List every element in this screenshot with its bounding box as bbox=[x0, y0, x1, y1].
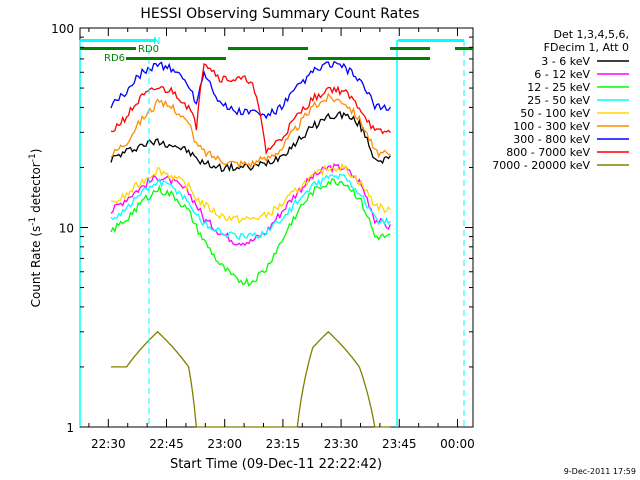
legend-label-1: 6 - 12 keV bbox=[534, 68, 590, 81]
y-axis-label-mid: detector bbox=[29, 162, 43, 217]
x-tick-label-5: 23:45 bbox=[382, 437, 417, 451]
flag-bar-n-2 bbox=[398, 39, 464, 42]
legend-label-6: 300 - 800 keV bbox=[513, 133, 590, 146]
flag-label-n: N bbox=[153, 36, 160, 47]
series-line-3 bbox=[110, 173, 391, 241]
flag-bar-n-1 bbox=[80, 39, 156, 42]
legend-label-2: 12 - 25 keV bbox=[527, 81, 590, 94]
y-tick-label-2: 100 bbox=[51, 22, 74, 36]
legend-label-8: 7000 - 20000 keV bbox=[492, 159, 590, 172]
series-line-8 bbox=[111, 330, 391, 428]
legend-header-1: Det 1,3,4,5,6, bbox=[553, 28, 629, 41]
series-line-7 bbox=[110, 63, 391, 156]
x-tick-label-2: 23:00 bbox=[207, 437, 242, 451]
plot-frame bbox=[79, 27, 474, 428]
legend: Det 1,3,4,5,6, FDecim 1, Att 0 3 - 6 keV… bbox=[492, 28, 629, 172]
axes-layer: 22:30 22:45 23:00 23:15 23:30 23:45 00:00 1 10 10… bbox=[51, 22, 475, 451]
y-axis-label-main: Count Rate (s bbox=[29, 226, 43, 308]
y-axis-label: Count Rate (s-1 detector-1) bbox=[28, 149, 43, 308]
x-tick-label-4: 23:30 bbox=[324, 437, 359, 451]
y-tick-label-1: 10 bbox=[59, 222, 74, 236]
x-tick-label-0: 22:30 bbox=[91, 437, 126, 451]
series-line-5 bbox=[110, 92, 391, 169]
legend-label-4: 50 - 100 keV bbox=[520, 107, 590, 120]
flag-label-rd0: RD0 bbox=[138, 44, 159, 55]
flag-bar-rd0-4 bbox=[455, 47, 473, 50]
y-axis-label-sup1: -1 bbox=[28, 217, 38, 226]
x-tick-label-3: 23:15 bbox=[266, 437, 301, 451]
x-tick-label-1: 22:45 bbox=[149, 437, 184, 451]
series-line-6 bbox=[110, 60, 391, 120]
chart-title: HESSI Observing Summary Count Rates bbox=[140, 6, 419, 22]
legend-label-3: 25 - 50 keV bbox=[527, 94, 590, 107]
timestamp: 9-Dec-2011 17:59 bbox=[564, 467, 636, 476]
flag-bar-rd6-1 bbox=[126, 57, 226, 60]
flag-bar-rd0-3 bbox=[390, 47, 430, 50]
flag-bar-rd6-2 bbox=[308, 57, 430, 60]
flag-label-rd6: RD6 bbox=[104, 53, 125, 64]
trace-layer bbox=[110, 60, 391, 428]
legend-label-5: 100 - 300 keV bbox=[513, 120, 590, 133]
series-line-4 bbox=[110, 162, 391, 224]
legend-header-2: FDecim 1, Att 0 bbox=[544, 41, 629, 54]
y-axis-label-sup2: -1 bbox=[28, 153, 38, 162]
y-tick-label-0: 1 bbox=[66, 421, 74, 435]
flag-bar-rd0-1 bbox=[80, 47, 136, 50]
series-line-2 bbox=[110, 177, 391, 287]
legend-label-7: 800 - 7000 keV bbox=[506, 146, 590, 159]
x-tick-label-6: 00:00 bbox=[440, 437, 475, 451]
legend-label-0: 3 - 6 keV bbox=[541, 55, 590, 68]
y-axis-label-end: ) bbox=[29, 149, 43, 154]
x-axis-label: Start Time (09-Dec-11 22:22:42) bbox=[170, 457, 382, 472]
series-line-0 bbox=[110, 110, 391, 173]
flag-bar-rd0-2 bbox=[228, 47, 308, 50]
